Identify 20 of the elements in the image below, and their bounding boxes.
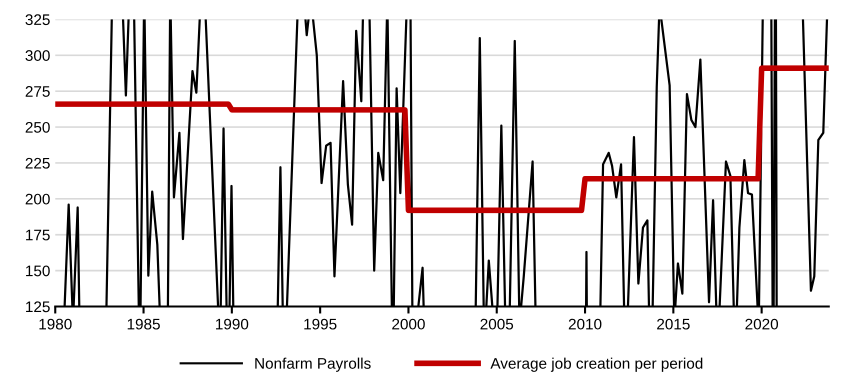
legend-label: Nonfarm Payrolls bbox=[255, 358, 371, 372]
y-tick-label: 150 bbox=[26, 266, 50, 276]
y-tick-label: 175 bbox=[26, 230, 50, 240]
y-tick-label: 325 bbox=[25, 14, 50, 26]
y-tick-label: 250 bbox=[26, 122, 50, 133]
x-tick-label: 2015 bbox=[657, 318, 690, 330]
x-tick-label: 2005 bbox=[480, 318, 514, 330]
x-tick-label: 2020 bbox=[745, 318, 778, 330]
x-tick-label: 1980 bbox=[39, 318, 72, 330]
legend-label: Average job creation per period bbox=[490, 358, 702, 372]
x-tick-label: 1995 bbox=[304, 318, 336, 330]
x-tick-label: 1990 bbox=[216, 318, 248, 330]
y-tick-label: 275 bbox=[26, 86, 50, 97]
y-tick-label: 300 bbox=[25, 50, 50, 61]
x-tick-label: 1985 bbox=[128, 318, 160, 330]
x-tick-label: 2000 bbox=[392, 318, 425, 330]
y-tick-label: 125 bbox=[26, 301, 50, 312]
y-tick-label: 200 bbox=[26, 194, 50, 205]
y-tick-label: 225 bbox=[26, 158, 50, 169]
x-tick-label: 2010 bbox=[568, 318, 602, 330]
